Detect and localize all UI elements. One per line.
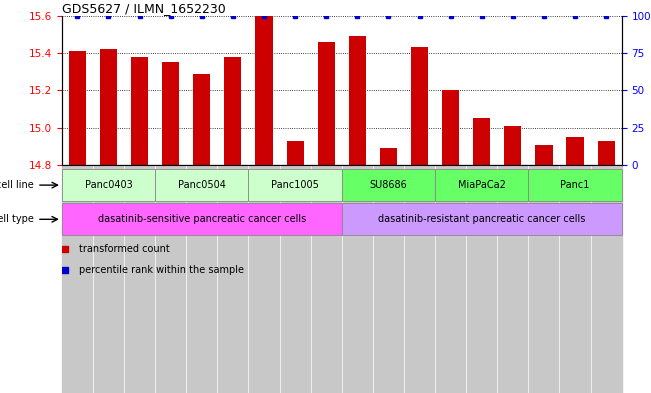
Text: Panc1005: Panc1005 — [271, 180, 319, 190]
Text: cell line: cell line — [0, 180, 34, 190]
Bar — [435, 169, 529, 201]
Text: transformed count: transformed count — [79, 244, 169, 254]
Text: Panc0403: Panc0403 — [85, 180, 132, 190]
Text: Panc0504: Panc0504 — [178, 180, 226, 190]
Text: dasatinib-sensitive pancreatic cancer cells: dasatinib-sensitive pancreatic cancer ce… — [98, 214, 306, 224]
Bar — [124, 165, 155, 393]
Bar — [286, 141, 303, 165]
Bar — [497, 165, 529, 393]
Bar — [255, 16, 273, 165]
Text: SU8686: SU8686 — [370, 180, 408, 190]
Bar — [442, 90, 459, 165]
Bar — [529, 169, 622, 201]
Bar — [131, 57, 148, 165]
Text: dasatinib-resistant pancreatic cancer cells: dasatinib-resistant pancreatic cancer ce… — [378, 214, 585, 224]
Bar — [466, 165, 497, 393]
Bar — [100, 49, 117, 165]
Bar — [93, 165, 124, 393]
Text: percentile rank within the sample: percentile rank within the sample — [79, 265, 243, 275]
Bar — [590, 165, 622, 393]
Bar — [69, 51, 86, 165]
Text: MiaPaCa2: MiaPaCa2 — [458, 180, 506, 190]
Bar — [373, 165, 404, 393]
Bar — [62, 169, 155, 201]
Bar — [505, 126, 521, 165]
Bar — [435, 165, 466, 393]
Bar — [249, 169, 342, 201]
Bar — [318, 42, 335, 165]
Bar — [162, 62, 179, 165]
Bar — [225, 57, 242, 165]
Bar — [535, 145, 553, 165]
Bar — [186, 165, 217, 393]
Bar — [411, 48, 428, 165]
Bar — [559, 165, 590, 393]
Bar — [217, 165, 249, 393]
Bar — [193, 73, 210, 165]
Bar — [342, 165, 373, 393]
Bar — [62, 165, 93, 393]
Bar — [349, 36, 366, 165]
Bar — [380, 148, 397, 165]
Bar — [342, 203, 622, 235]
Bar — [311, 165, 342, 393]
Bar — [529, 165, 559, 393]
Bar — [342, 169, 435, 201]
Bar — [598, 141, 615, 165]
Bar — [155, 165, 186, 393]
Text: Panc1: Panc1 — [561, 180, 590, 190]
Bar — [279, 165, 311, 393]
Bar — [62, 203, 342, 235]
Bar — [473, 118, 490, 165]
Bar — [155, 169, 249, 201]
Bar — [404, 165, 435, 393]
Text: GDS5627 / ILMN_1652230: GDS5627 / ILMN_1652230 — [62, 2, 226, 15]
Bar — [249, 165, 279, 393]
Bar — [566, 137, 583, 165]
Text: cell type: cell type — [0, 214, 34, 224]
